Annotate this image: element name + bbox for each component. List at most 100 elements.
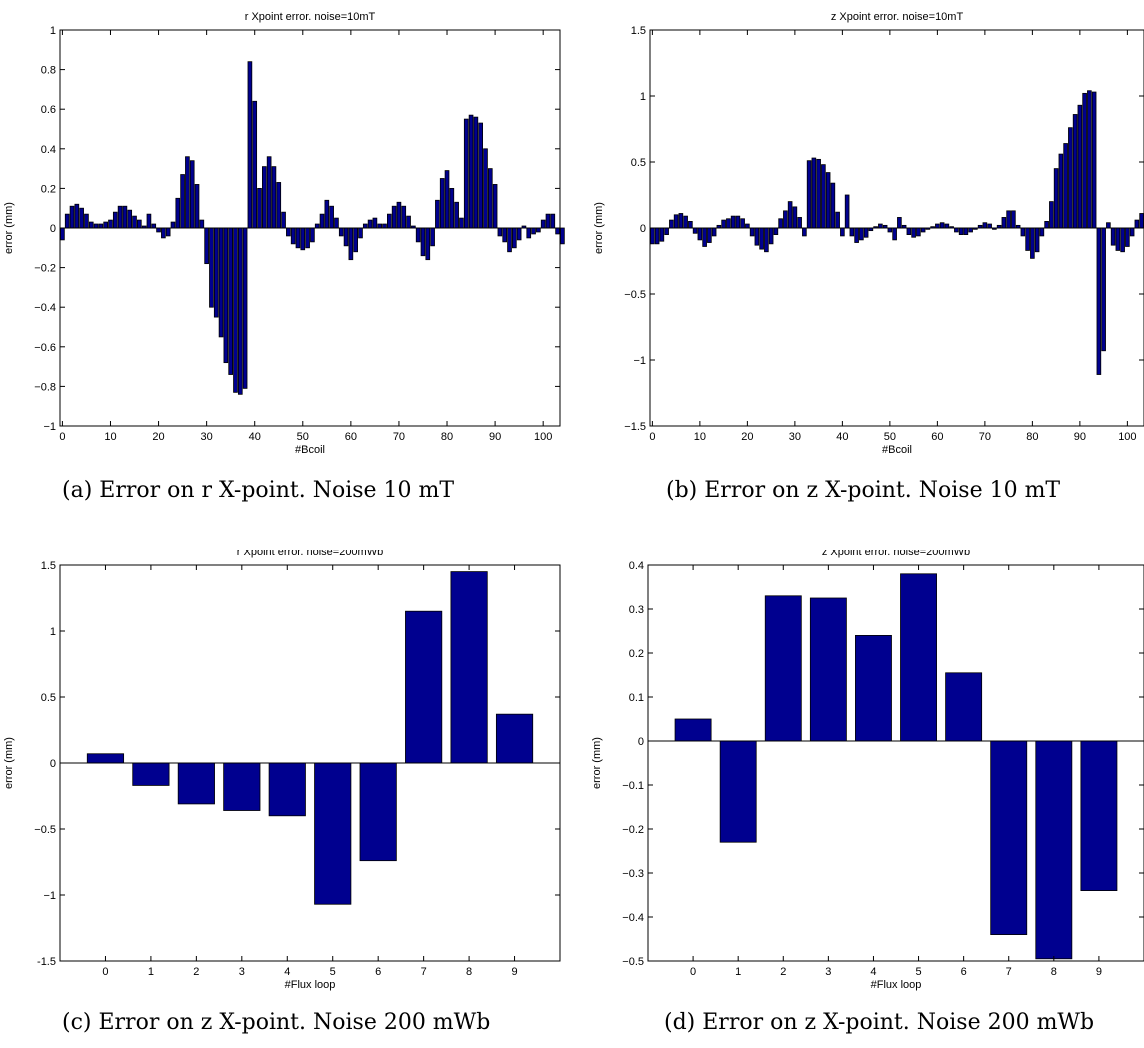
bar (415, 227, 421, 243)
bar (1011, 210, 1016, 229)
bar (177, 762, 215, 805)
bar (719, 740, 757, 843)
bar (492, 184, 498, 229)
x-tick-label: 10 (694, 431, 706, 443)
bar (463, 118, 469, 229)
bar (1080, 740, 1118, 892)
bar (1034, 227, 1040, 253)
bar (935, 223, 940, 229)
bar (372, 217, 378, 229)
caption-a: (a) Error on r X-point. Noise 10 mT (62, 478, 455, 503)
bar (112, 211, 118, 229)
bar (797, 217, 802, 229)
x-tick-label: 60 (345, 431, 357, 443)
bar (702, 227, 707, 247)
bar (209, 227, 214, 308)
bar (1077, 104, 1083, 229)
bar (764, 227, 769, 253)
bar (650, 227, 655, 245)
bar (362, 223, 368, 229)
bar (180, 174, 185, 229)
bar (1030, 227, 1035, 259)
y-tick-label: −0.4 (34, 302, 56, 314)
x-tick-label: 1 (735, 966, 741, 978)
y-tick-label: −1 (43, 421, 56, 433)
y-tick-label: 0.2 (41, 183, 56, 195)
bar (242, 227, 248, 389)
bar (468, 114, 474, 229)
bar (454, 201, 459, 229)
axes-box (647, 564, 1144, 962)
bar (86, 753, 125, 764)
bar (550, 213, 556, 229)
bar (697, 227, 703, 241)
bar (189, 160, 195, 229)
y-tick-label: 0.5 (631, 157, 646, 169)
bar (132, 215, 137, 229)
bar (60, 227, 65, 241)
chart-panel-b: z Xpoint error. noise=10mT 0 10 20 30 40 50 60 7… (580, 0, 1144, 470)
bar (900, 573, 937, 742)
bar (536, 227, 541, 233)
bar (268, 762, 306, 817)
x-tick-label: 8 (466, 966, 472, 978)
y-tick-label: 0 (640, 223, 646, 235)
bar (854, 227, 859, 243)
bar (735, 215, 741, 229)
y-tick-label: −0.2 (34, 263, 56, 275)
bar (290, 227, 296, 245)
bar (257, 187, 262, 229)
x-tick-label: 4 (870, 966, 876, 978)
chart-panel-d: z Xpoint error. noise=200mWb 0 1 2 3 4 5 6 7 8 9 −0… (580, 546, 1144, 992)
x-tick-label: 4 (284, 966, 290, 978)
x-tick-label: 3 (825, 966, 831, 978)
bar (1125, 227, 1130, 247)
bar (526, 227, 532, 239)
bar (664, 227, 669, 235)
bar (844, 194, 850, 229)
bar (1001, 217, 1007, 229)
bar (401, 205, 407, 229)
x-tick-label: 90 (489, 431, 501, 443)
bar (69, 205, 75, 229)
y-tick-label: −0.5 (624, 289, 646, 301)
chart-title: r Xpoint error. noise=200mWb (237, 550, 383, 558)
x-tick-label: 70 (393, 431, 405, 443)
bar (545, 213, 551, 229)
bar (483, 148, 488, 229)
bar (1044, 220, 1049, 229)
y-tick-label: 1 (50, 626, 56, 638)
y-tick-label: 0 (50, 758, 56, 770)
bar (382, 223, 387, 229)
bar (387, 213, 392, 229)
bar (377, 223, 383, 229)
bar (478, 122, 483, 229)
chart-c: r Xpoint error. noise=200mWb 0 1 2 3 4 5 6 7 8 9 -1… (3, 546, 561, 991)
chart-panel-c: r Xpoint error. noise=200mWb 0 1 2 3 4 5 6 7 8 9 -1… (0, 546, 572, 992)
bar (84, 213, 89, 229)
bar (749, 227, 755, 237)
x-tick-label: 2 (780, 966, 786, 978)
bar (692, 227, 698, 234)
bar (945, 672, 983, 742)
bar (773, 227, 779, 235)
x-tick-label: 8 (1051, 966, 1057, 978)
x-tick-label: 80 (441, 431, 453, 443)
caption-b: (b) Error on z X-point. Noise 10 mT (666, 478, 1061, 503)
x-tick-label: 0 (102, 966, 108, 978)
bar (1087, 90, 1092, 229)
bar (108, 219, 113, 229)
bar (835, 211, 840, 229)
bar (811, 157, 817, 229)
bar (730, 215, 736, 229)
chart-title: r Xpoint error. noise=10mT (245, 11, 376, 23)
bar (233, 227, 238, 393)
y-tick-label: 1.5 (631, 25, 646, 37)
bar (1058, 153, 1064, 229)
y-axis-label: error (mm) (593, 202, 605, 254)
y-tick-label: −1 (633, 355, 646, 367)
y-tick-label: −0.4 (622, 912, 644, 924)
bar (405, 610, 443, 764)
y-tick-label: −1.5 (624, 421, 646, 433)
bar (247, 61, 253, 229)
